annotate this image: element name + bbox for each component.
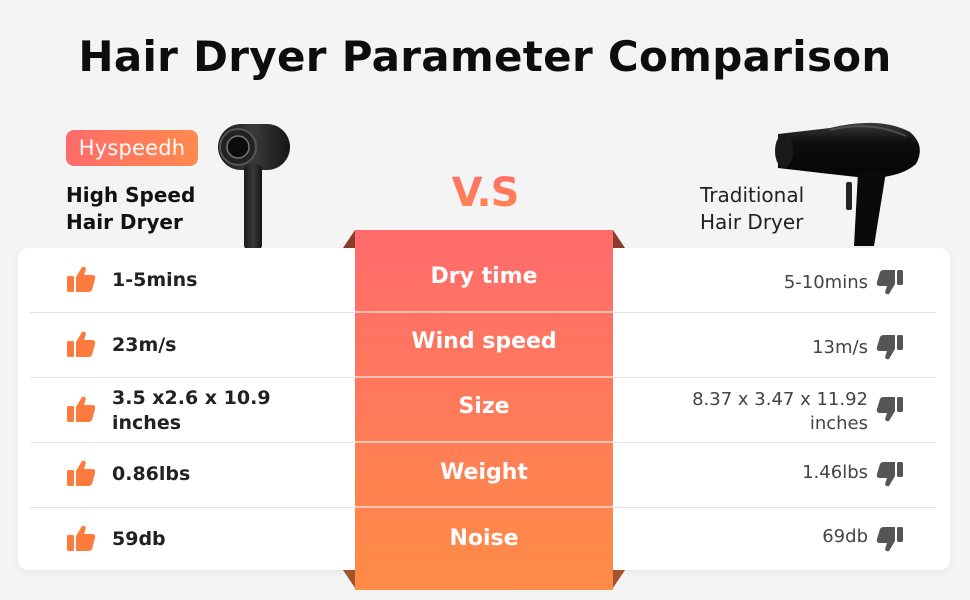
left-value: 59db (112, 528, 166, 550)
right-value: 8.37 x 3.47 x 11.92 inches (640, 379, 868, 444)
brand-badge: Hyspeedh (66, 130, 198, 166)
row-divider (613, 507, 936, 508)
left-product-name: High Speed Hair Dryer (66, 182, 226, 236)
right-value-text: 8.37 x 3.47 x 11.92 inches (692, 388, 868, 434)
parameter-label: Noise (449, 526, 519, 551)
center-ribbon-folds (343, 230, 625, 588)
thumbs-up-icon (67, 525, 96, 551)
parameter-column (355, 230, 613, 590)
left-value: 3.5 x2.6 x 10.9 inches (112, 386, 271, 434)
left-product-line1: High Speed (66, 183, 196, 207)
left-product-line2: Hair Dryer (66, 210, 183, 234)
thumbs-down-icon (876, 397, 903, 422)
right-product-line2: Hair Dryer (700, 210, 804, 234)
row-divider (30, 507, 355, 508)
high-speed-dryer-image (218, 124, 290, 250)
row-divider (30, 312, 355, 313)
left-value: 1-5mins (112, 269, 198, 291)
parameter-label: Wind speed (411, 329, 557, 354)
row-divider (613, 377, 936, 378)
parameter-divider (355, 506, 613, 508)
page-title: Hair Dryer Parameter Comparison (78, 32, 892, 81)
left-value: 23m/s (112, 334, 177, 356)
parameter-label: Weight (440, 460, 528, 485)
thumbs-down-icon (876, 527, 903, 552)
parameter-divider (355, 311, 613, 313)
thumbs-up-icon (67, 331, 96, 357)
thumbs-down-icon (876, 335, 903, 360)
vs-label: V.S (435, 170, 535, 216)
left-value: 0.86lbs (112, 463, 191, 485)
thumbs-down-icon (876, 270, 903, 295)
right-product-line1: Traditional (700, 183, 805, 207)
parameter-label: Dry time (430, 264, 538, 289)
parameter-divider (355, 441, 613, 443)
row-divider (30, 377, 355, 378)
right-value: 69db (822, 525, 868, 547)
right-value: 13m/s (812, 336, 868, 358)
parameter-label: Size (458, 394, 510, 419)
thumbs-up-icon (67, 266, 96, 292)
right-value: 1.46lbs (802, 461, 868, 483)
right-value: 5-10mins (783, 271, 868, 293)
row-divider (613, 442, 936, 443)
thumbs-up-icon (67, 460, 96, 486)
traditional-dryer-image (775, 122, 920, 246)
thumbs-up-icon (67, 396, 96, 422)
right-product-name: Traditional Hair Dryer (700, 182, 860, 236)
row-divider (613, 312, 936, 313)
thumbs-down-icon (876, 462, 903, 487)
row-divider (30, 442, 355, 443)
parameter-divider (355, 376, 613, 378)
